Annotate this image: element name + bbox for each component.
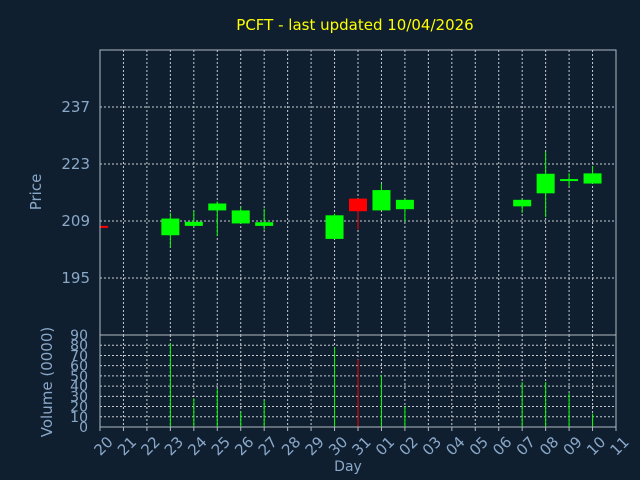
marks-layer [99,151,602,427]
price-tick-label: 237 [61,98,90,116]
x-tick-label: 03 [419,433,445,459]
volume-axis-label: Volume (0000) [38,327,56,437]
candle-body [372,190,391,211]
x-tick-label: 26 [231,433,257,459]
price-axis-label: Price [27,174,45,211]
x-tick-label: 21 [114,433,140,459]
candle-body [560,179,579,182]
x-tick-label: 24 [184,433,210,459]
volume-tick-label: 50 [70,369,88,385]
x-tick-label: 10 [583,433,609,459]
x-tick-label: 28 [278,433,304,459]
x-tick-label: 29 [302,433,328,459]
candle-body [208,203,227,211]
x-tick-label: 25 [208,433,234,459]
price-tick-label: 209 [61,212,90,230]
candle-body [161,218,180,236]
frame-layer [99,49,617,431]
x-tick-label: 06 [489,433,515,459]
x-tick-label: 31 [349,433,375,459]
candle-body [513,199,532,207]
candle-body [184,221,203,226]
volume-tick-label: 30 [70,389,88,405]
volume-tick-label: 0 [79,420,88,436]
chart-title: PCFT - last updated 10/04/2026 [236,16,473,34]
price-tick-label: 223 [61,155,90,173]
x-tick-label: 07 [513,433,539,459]
candle-body [325,215,344,239]
x-tick-label: 30 [325,433,351,459]
x-tick-label: 09 [560,433,586,459]
candle-body [395,199,414,210]
x-tick-label: 02 [395,433,421,459]
x-tick-label: 27 [255,433,281,459]
volume-tick-label: 90 [70,328,88,344]
volume-tick-label: 60 [70,359,88,375]
x-axis-label: Day [334,459,362,475]
x-tick-label: 08 [536,433,562,459]
price-tick-label: 195 [61,269,90,287]
x-tick-label: 22 [137,433,163,459]
candle-body [536,173,555,194]
x-tick-label: 23 [161,433,187,459]
x-tick-label: 11 [607,433,633,459]
candle-body [255,222,274,226]
x-tick-label: 04 [442,433,468,459]
candle-body [231,210,250,224]
x-tick-label: 05 [466,433,492,459]
x-tick-label: 20 [91,433,117,459]
volume-tick-label: 40 [70,379,88,395]
volume-tick-label: 20 [70,400,88,416]
volume-tick-label: 10 [70,410,88,426]
volume-tick-label: 80 [70,338,88,354]
candle-body [100,225,108,228]
candle-body [349,198,367,212]
x-tick-label: 01 [372,433,398,459]
volume-tick-label: 70 [70,348,88,364]
candle-body [583,173,602,184]
